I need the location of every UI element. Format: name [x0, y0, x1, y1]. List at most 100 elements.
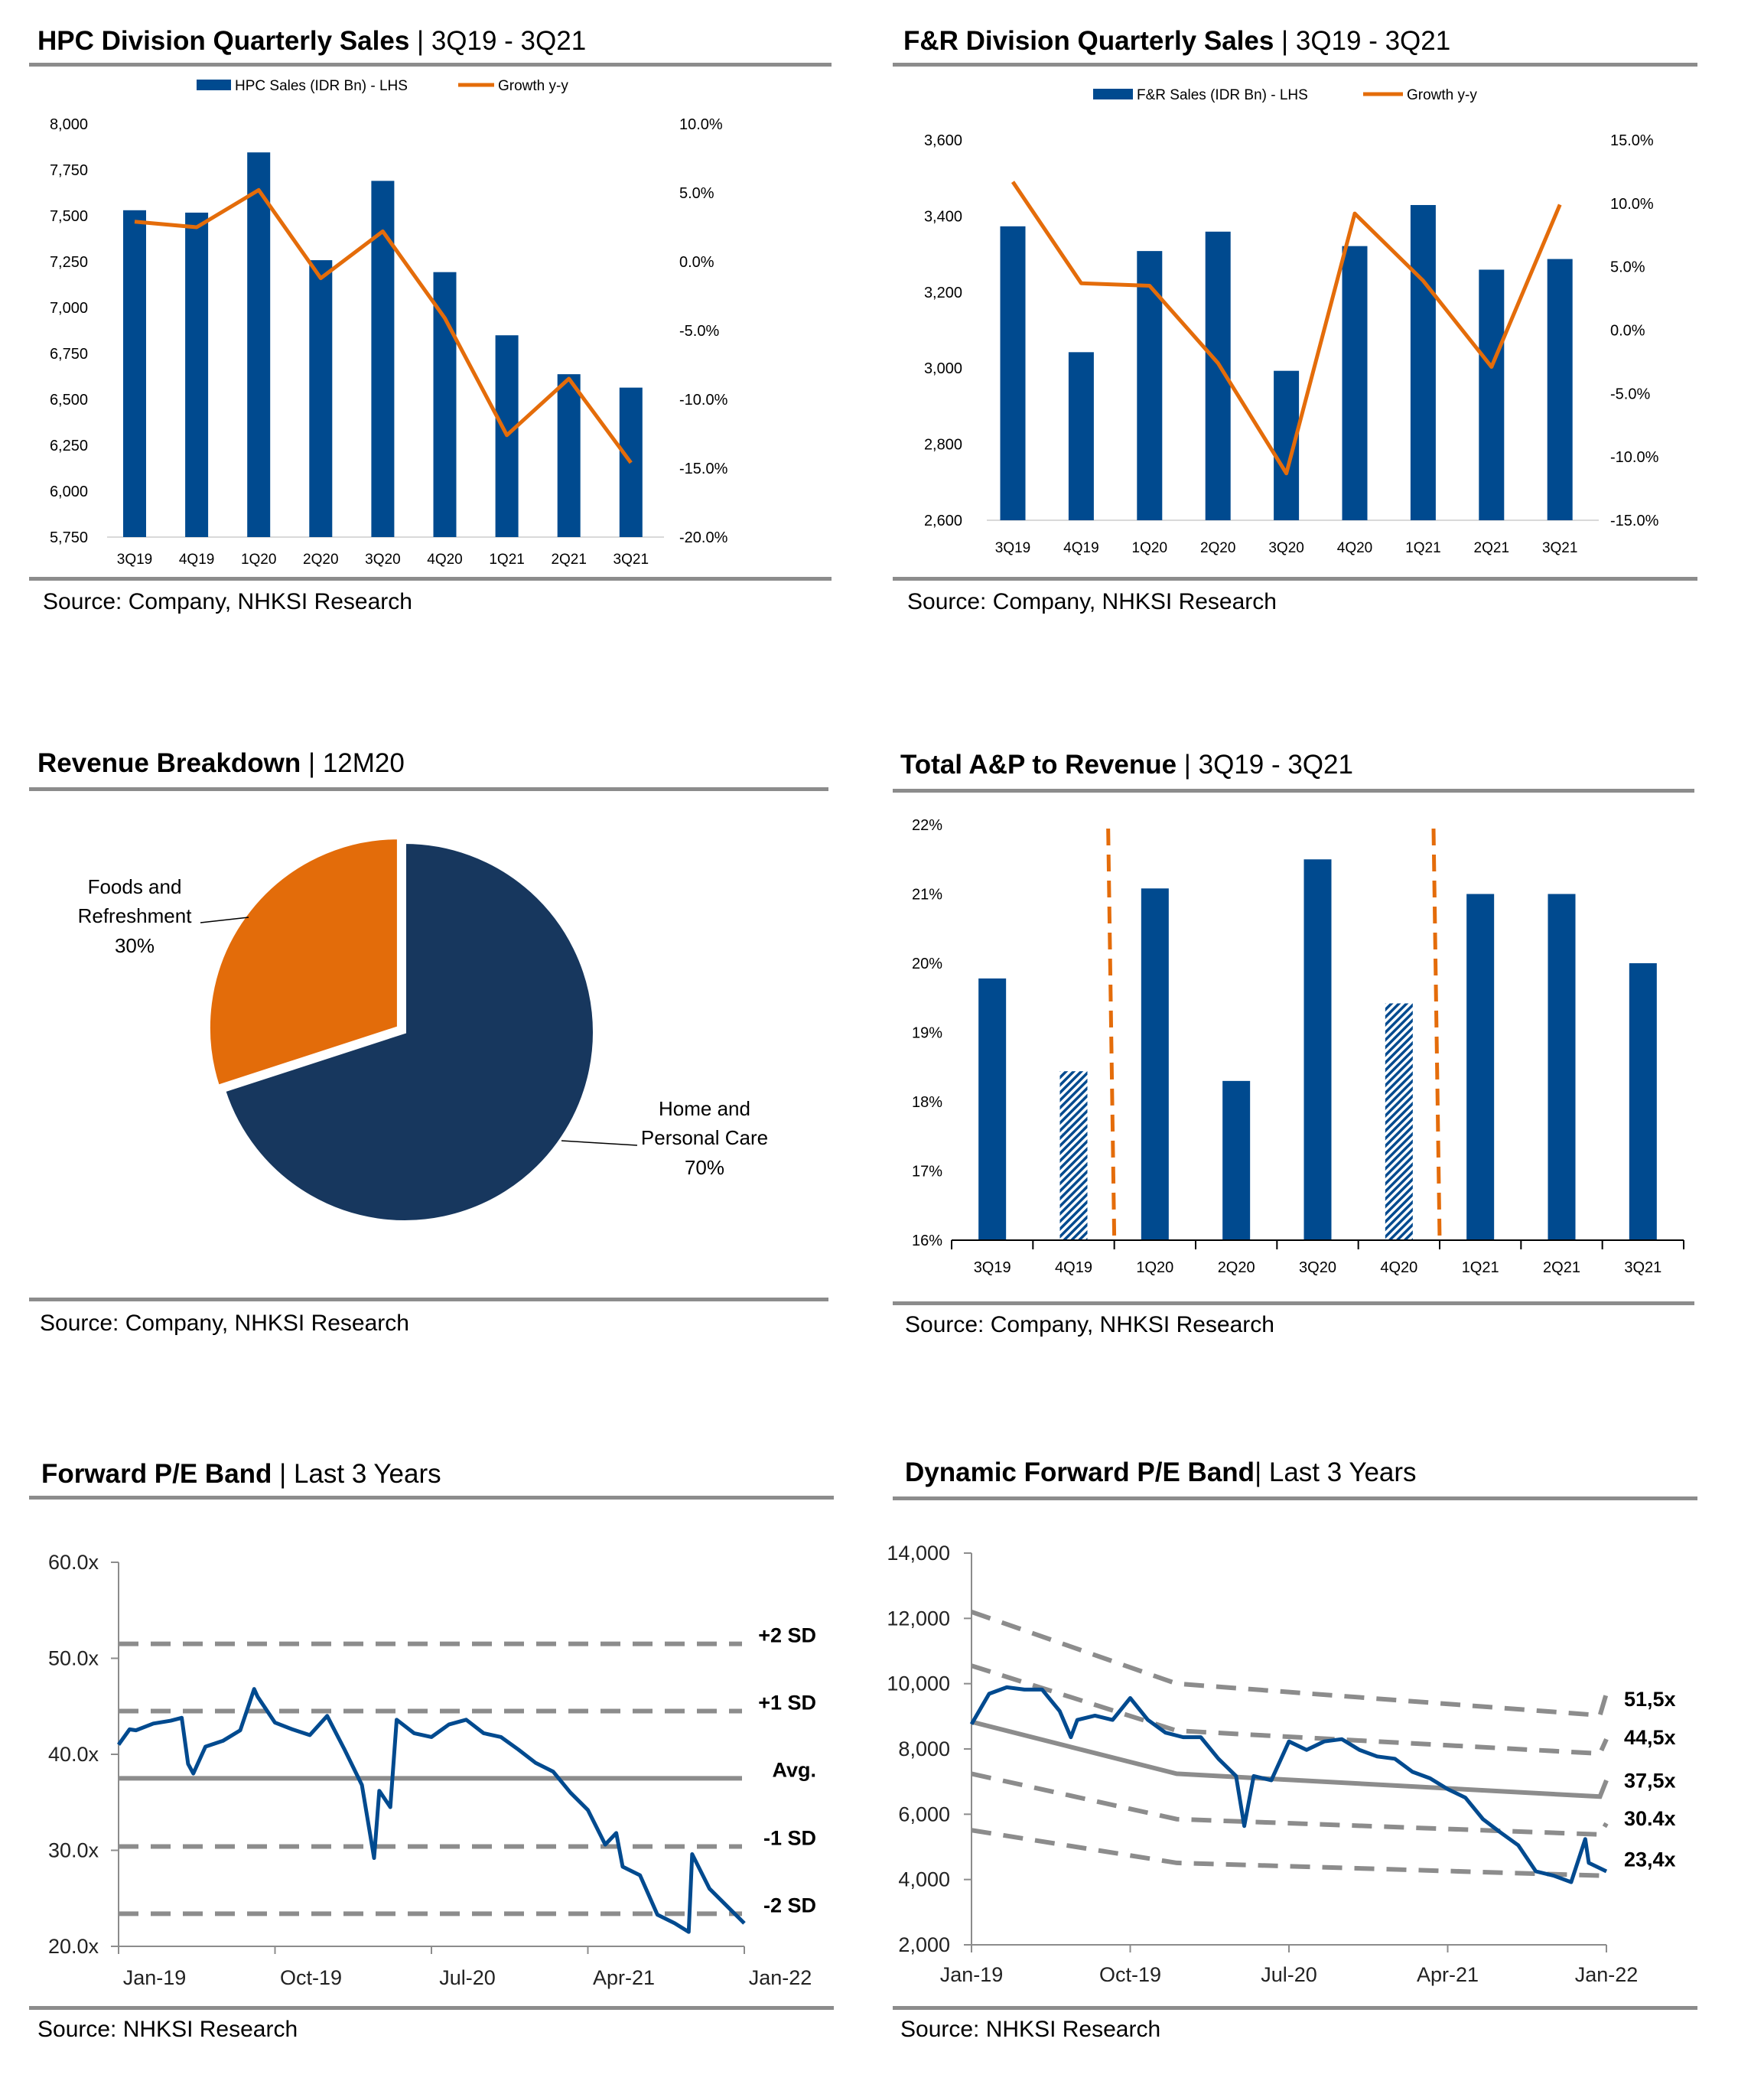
left-axis-tick-label: 6,500: [50, 392, 88, 409]
band-line-51-5x: [971, 1609, 1609, 1718]
right-axis-tick-label: 10.0%: [1610, 196, 1654, 213]
pe-title-rule: [29, 1496, 834, 1500]
bar-2q20: [309, 260, 333, 537]
y-axis-tick-label: 16%: [912, 1233, 942, 1249]
y-axis-tick-label: 17%: [912, 1164, 942, 1181]
title-bold: HPC Division Quarterly Sales: [37, 26, 410, 56]
x-axis-tick-label: 3Q21: [1624, 1259, 1661, 1276]
title-period: | Last 3 Years: [272, 1459, 441, 1489]
x-axis-tick-label: 3Q21: [1542, 540, 1577, 556]
bar-4q20: [1342, 246, 1368, 520]
price-series-line: [116, 1687, 746, 1934]
y-axis-tick-label: 18%: [912, 1094, 942, 1111]
right-axis-tick-label: -15.0%: [1610, 513, 1659, 529]
period-divider-line: [1431, 828, 1442, 1241]
title-bold: Dynamic Forward P/E Band: [905, 1457, 1255, 1487]
title-period: | 3Q19 - 3Q21: [409, 26, 587, 56]
title-period: | Last 3 Years: [1255, 1457, 1417, 1487]
x-axis-tick-label: Jul-20: [439, 1966, 496, 1989]
x-axis-tick-label: 3Q20: [1299, 1259, 1336, 1276]
fr-chart-title: F&R Division Quarterly Sales | 3Q19 - 3Q…: [903, 28, 1450, 54]
revenue-source: Source: Company, NHKSI Research: [40, 1311, 409, 1336]
band-line-37-5x: [971, 1719, 1609, 1799]
pie-label: Foods and: [88, 875, 182, 898]
left-axis-tick-label: 3,400: [924, 208, 962, 225]
title-period: | 3Q19 - 3Q21: [1274, 26, 1451, 56]
hpc-source: Source: Company, NHKSI Research: [43, 589, 412, 614]
x-axis-tick-label: 4Q20: [1337, 540, 1372, 556]
left-axis-tick-label: 6,250: [50, 438, 88, 454]
bar-3q19: [123, 210, 146, 537]
y-axis-tick-label: 40.0x: [48, 1743, 99, 1766]
ap-chart-title: Total A&P to Revenue | 3Q19 - 3Q21: [900, 751, 1353, 778]
x-axis-tick-label: 1Q20: [1136, 1259, 1173, 1276]
y-axis-tick-label: 60.0x: [48, 1551, 99, 1574]
x-axis-tick-label: 2Q20: [303, 552, 338, 568]
x-axis-tick-label: Apr-21: [593, 1966, 655, 1989]
right-axis-tick-label: -5.0%: [1610, 386, 1650, 402]
x-axis-tick-label: 4Q20: [427, 552, 462, 568]
right-axis-tick-label: -10.0%: [679, 392, 728, 409]
pie-label-percent: 70%: [685, 1156, 724, 1179]
title-period: | 3Q19 - 3Q21: [1177, 750, 1353, 780]
x-axis-tick-label: 4Q19: [1063, 540, 1098, 556]
period-divider-line: [1106, 828, 1117, 1241]
legend-line-label: Growth y-y: [498, 78, 568, 94]
bar-3q20: [1303, 859, 1332, 1240]
band-label: 30.4x: [1624, 1807, 1676, 1830]
price-series-line: [969, 1685, 1608, 1884]
pe-chart-title: Forward P/E Band | Last 3 Years: [41, 1461, 441, 1487]
x-axis-tick-label: Jul-20: [1261, 1963, 1317, 1986]
pie-label-percent: 30%: [115, 934, 155, 957]
x-axis-tick-label: 3Q19: [995, 540, 1030, 556]
fr-source: Source: Company, NHKSI Research: [907, 589, 1277, 614]
left-axis-tick-label: 6,000: [50, 484, 88, 500]
right-axis-tick-label: 0.0%: [1610, 323, 1645, 340]
y-axis-tick-label: 22%: [912, 817, 942, 834]
right-axis-tick-label: 15.0%: [1610, 132, 1654, 149]
pe-bottom-rule: [29, 2006, 834, 2010]
title-bold: Revenue Breakdown: [37, 748, 301, 778]
pie-leader-line: [561, 1140, 638, 1146]
legend-bar-label: HPC Sales (IDR Bn) - LHS: [235, 78, 408, 94]
x-axis-tick-label: 2Q21: [1474, 540, 1509, 556]
bar-2q21: [1548, 894, 1576, 1240]
right-axis-tick-label: 0.0%: [679, 254, 714, 271]
title-period: | 12M20: [301, 748, 405, 778]
title-bold: F&R Division Quarterly Sales: [903, 26, 1274, 56]
legend-bar-label: F&R Sales (IDR Bn) - LHS: [1137, 87, 1308, 103]
y-axis-tick-label: 19%: [912, 1025, 942, 1042]
bar-1q20: [1137, 251, 1163, 520]
bar-1q21: [1410, 204, 1436, 520]
band-line-44-5x: [971, 1663, 1609, 1757]
bar-2q20: [1222, 1080, 1251, 1240]
x-axis-tick-label: 1Q21: [1405, 540, 1440, 556]
legend-bar-swatch: [1093, 89, 1133, 99]
band-label: 51,5x: [1624, 1688, 1676, 1711]
y-axis-tick-label: 4,000: [898, 1868, 950, 1891]
left-axis-tick-label: 7,250: [50, 254, 88, 271]
left-axis-tick-label: 3,200: [924, 285, 962, 301]
right-axis-tick-label: -15.0%: [679, 461, 728, 477]
x-axis-tick-label: 3Q21: [613, 552, 649, 568]
hpc-chart-title: HPC Division Quarterly Sales | 3Q19 - 3Q…: [37, 28, 586, 54]
title-bold: Total A&P to Revenue: [900, 750, 1177, 780]
left-axis-tick-label: 2,800: [924, 437, 962, 454]
y-axis-tick-label: 10,000: [887, 1672, 950, 1695]
bar-3q21: [1547, 259, 1573, 520]
left-axis-tick-label: 6,750: [50, 346, 88, 363]
left-axis-tick-label: 8,000: [50, 116, 88, 133]
pie-leader-line: [200, 917, 249, 923]
x-axis-tick-label: 1Q21: [1462, 1259, 1499, 1276]
y-axis-tick-label: 30.0x: [48, 1839, 99, 1862]
band-line-30-4x: [971, 1771, 1609, 1837]
right-axis-tick-label: -20.0%: [679, 529, 728, 546]
dpe-chart-title: Dynamic Forward P/E Band| Last 3 Years: [905, 1459, 1417, 1486]
right-axis-tick-label: 5.0%: [679, 185, 714, 202]
hpc-bottom-rule: [29, 577, 832, 581]
legend-bar-swatch: [197, 80, 231, 90]
x-axis-tick-label: Jan-19: [123, 1966, 187, 1989]
band-label: 23,4x: [1624, 1848, 1676, 1871]
x-axis-tick-label: 1Q21: [489, 552, 524, 568]
title-bold: Forward P/E Band: [41, 1459, 272, 1489]
